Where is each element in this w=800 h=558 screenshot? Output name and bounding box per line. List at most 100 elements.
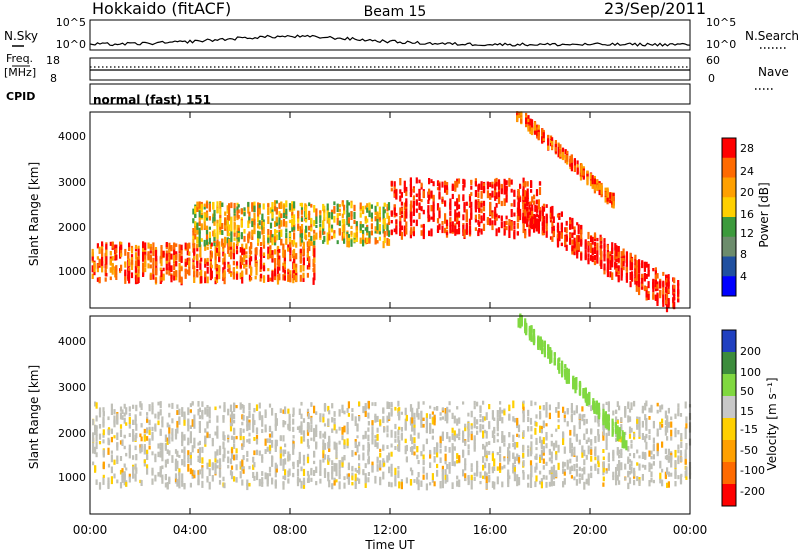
heatmap-cell: [648, 281, 650, 288]
heatmap-cell: [300, 249, 302, 253]
heatmap-cell: [401, 202, 403, 206]
heatmap-cell: [536, 225, 538, 231]
heatmap-cell: [297, 219, 299, 223]
heatmap-cell: [418, 402, 420, 410]
heatmap-cell: [250, 242, 252, 249]
heatmap-cell: [382, 419, 384, 423]
heatmap-cell: [449, 211, 451, 216]
heatmap-cell: [481, 191, 483, 197]
heatmap-cell: [668, 481, 670, 487]
heatmap-cell: [365, 411, 367, 417]
heatmap-cell: [339, 231, 341, 236]
heatmap-cell: [209, 434, 211, 438]
heatmap-cell: [506, 226, 508, 230]
heatmap-cell: [617, 420, 619, 424]
heatmap-cell: [602, 483, 604, 487]
heatmap-cell: [192, 218, 194, 223]
heatmap-cell: [541, 440, 543, 444]
power-colorbar-swatch: [722, 158, 736, 178]
heatmap-cell: [285, 209, 287, 215]
heatmap-cell: [282, 246, 284, 250]
heatmap-cell: [178, 472, 180, 479]
heatmap-cell: [313, 406, 315, 414]
heatmap-cell: [594, 466, 596, 471]
heatmap-cell: [300, 402, 302, 406]
heatmap-cell: [115, 275, 117, 280]
heatmap-cell: [166, 242, 168, 247]
heatmap-cell: [668, 274, 670, 279]
heatmap-cell: [434, 456, 436, 463]
heatmap-cell: [227, 439, 229, 442]
heatmap-cell: [303, 430, 305, 438]
heatmap-cell: [578, 231, 580, 235]
heatmap-cell: [151, 402, 153, 407]
heatmap-cell: [103, 429, 105, 435]
heatmap-cell: [335, 429, 337, 433]
heatmap-cell: [289, 238, 291, 243]
heatmap-cell: [150, 247, 152, 251]
heatmap-cell: [347, 430, 349, 434]
heatmap-cell: [267, 247, 269, 255]
heatmap-cell: [285, 221, 287, 227]
heatmap-cell: [341, 427, 343, 435]
heatmap-cell: [331, 403, 333, 408]
heatmap-cell: [624, 415, 626, 418]
heatmap-cell: [436, 470, 438, 477]
heatmap-cell: [176, 461, 178, 467]
heatmap-cell: [348, 241, 350, 248]
heatmap-cell: [219, 449, 221, 455]
heatmap-cell: [214, 451, 216, 458]
heatmap-cell: [216, 268, 218, 271]
heatmap-cell: [545, 475, 547, 479]
heatmap-cell: [230, 242, 232, 247]
heatmap-cell: [569, 238, 571, 245]
heatmap-cell: [168, 263, 170, 266]
heatmap-cell: [576, 408, 578, 413]
heatmap-cell: [201, 468, 203, 475]
heatmap-cell: [263, 252, 265, 256]
heatmap-cell: [116, 480, 118, 484]
heatmap-cell: [161, 443, 163, 447]
heatmap-cell: [101, 266, 103, 273]
heatmap-cell: [303, 242, 305, 248]
heatmap-cell: [479, 419, 481, 422]
heatmap-cell: [324, 434, 326, 439]
heatmap-cell: [410, 221, 412, 227]
heatmap-cell: [214, 432, 216, 436]
heatmap-cell: [506, 186, 508, 191]
heatmap-cell: [600, 237, 602, 241]
heatmap-cell: [607, 192, 609, 197]
heatmap-cell: [141, 423, 143, 427]
heatmap-cell: [260, 248, 262, 256]
heatmap-cell: [659, 290, 661, 296]
heatmap-cell: [482, 465, 484, 471]
heatmap-cell: [236, 454, 238, 458]
heatmap-cell: [386, 426, 388, 433]
heatmap-cell: [391, 430, 393, 438]
heatmap-cell: [518, 205, 520, 209]
heatmap-cell: [343, 426, 345, 433]
heatmap-cell: [293, 240, 295, 245]
heatmap-cell: [173, 264, 175, 270]
heatmap-cell: [223, 448, 225, 456]
heatmap-cell: [199, 201, 201, 208]
heatmap-cell: [170, 245, 172, 251]
heatmap-cell: [508, 405, 510, 412]
heatmap-cell: [305, 213, 307, 218]
heatmap-cell: [538, 220, 540, 226]
heatmap-cell: [526, 207, 528, 212]
heatmap-cell: [395, 220, 397, 224]
heatmap-cell: [462, 401, 464, 404]
heatmap-cell: [243, 229, 245, 234]
heatmap-cell: [382, 408, 384, 413]
heatmap-cell: [650, 471, 652, 477]
heatmap-cell: [223, 483, 225, 489]
heatmap-cell: [204, 240, 206, 247]
heatmap-cell: [253, 437, 255, 441]
heatmap-cell: [476, 426, 478, 429]
heatmap-cell: [497, 466, 499, 470]
heatmap-cell: [462, 469, 464, 476]
heatmap-cell: [150, 250, 152, 253]
heatmap-cell: [513, 225, 515, 229]
heatmap-cell: [315, 467, 317, 474]
